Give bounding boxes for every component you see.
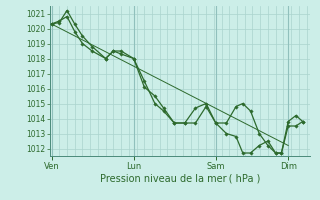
X-axis label: Pression niveau de la mer ( hPa ): Pression niveau de la mer ( hPa )	[100, 173, 260, 183]
